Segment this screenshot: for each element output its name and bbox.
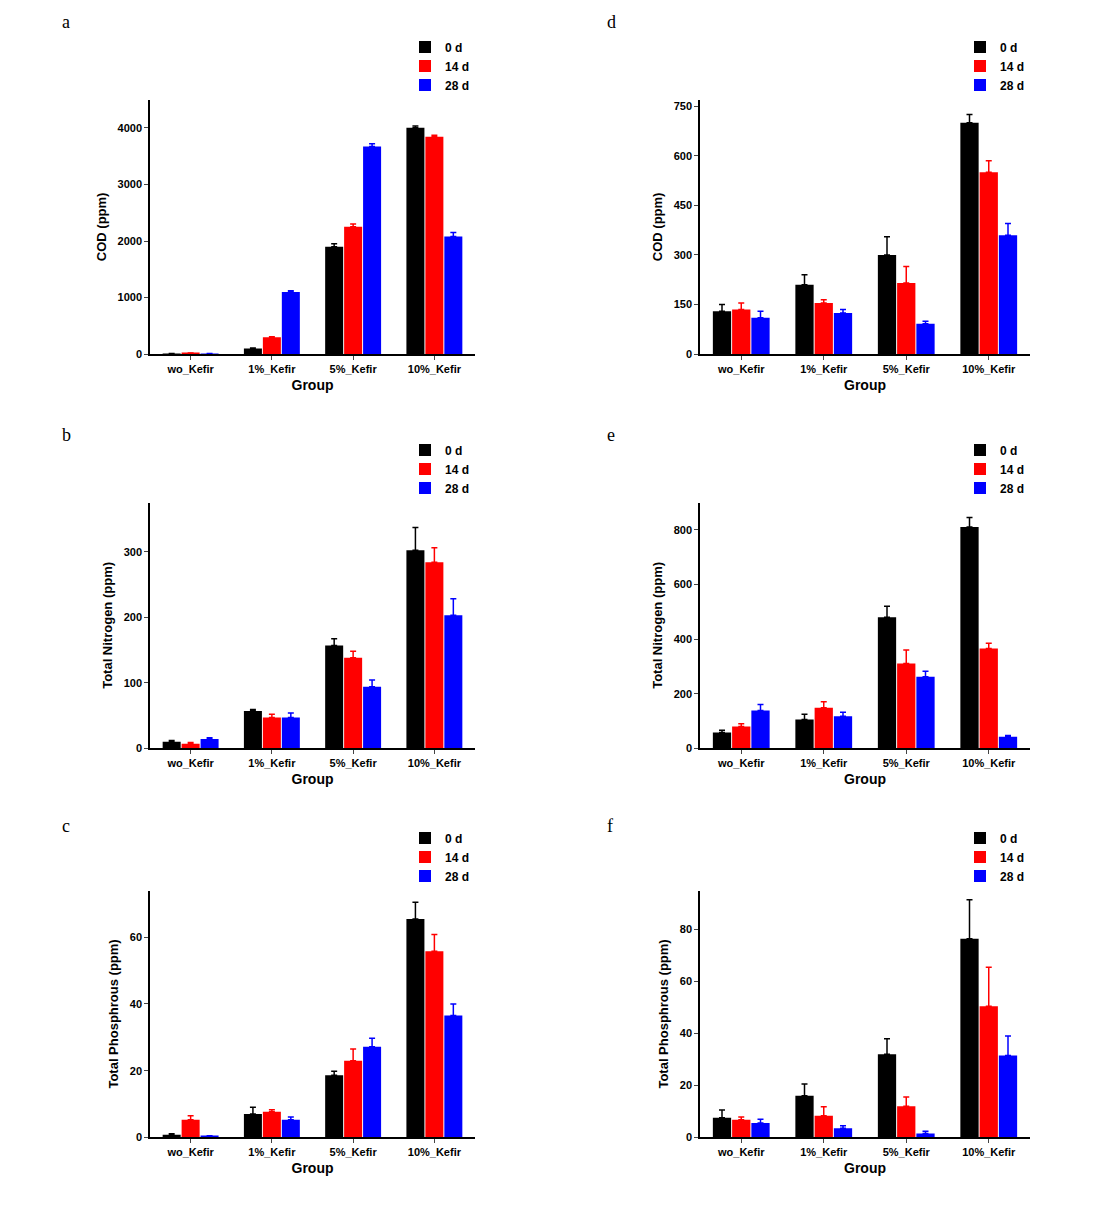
svg-text:0: 0 (136, 1131, 142, 1143)
svg-text:5%_Kefir: 5%_Kefir (330, 363, 378, 375)
svg-text:5%_Kefir: 5%_Kefir (883, 757, 931, 769)
svg-text:5%_Kefir: 5%_Kefir (330, 757, 378, 769)
svg-text:28 d: 28 d (445, 79, 469, 93)
svg-text:e: e (607, 425, 615, 445)
svg-text:20: 20 (130, 1064, 142, 1076)
svg-text:20: 20 (680, 1079, 692, 1091)
svg-text:0 d: 0 d (445, 41, 462, 55)
svg-text:200: 200 (124, 611, 142, 623)
svg-text:0: 0 (686, 742, 692, 754)
svg-text:Group: Group (292, 771, 334, 787)
svg-text:5%_Kefir: 5%_Kefir (883, 363, 931, 375)
svg-text:5%_Kefir: 5%_Kefir (330, 1146, 378, 1158)
svg-text:14 d: 14 d (445, 463, 469, 477)
svg-text:14 d: 14 d (445, 851, 469, 865)
svg-text:0 d: 0 d (1000, 444, 1017, 458)
svg-text:0 d: 0 d (445, 832, 462, 846)
svg-text:0: 0 (136, 348, 142, 360)
svg-text:1%_Kefir: 1%_Kefir (248, 757, 296, 769)
svg-text:1%_Kefir: 1%_Kefir (248, 363, 296, 375)
svg-text:10%_Kefir: 10%_Kefir (408, 1146, 462, 1158)
svg-text:600: 600 (674, 578, 692, 590)
svg-text:28 d: 28 d (1000, 79, 1024, 93)
svg-text:100: 100 (124, 677, 142, 689)
svg-text:wo_Kefir: wo_Kefir (717, 757, 765, 769)
svg-text:28 d: 28 d (1000, 870, 1024, 884)
svg-text:40: 40 (680, 1027, 692, 1039)
svg-text:10%_Kefir: 10%_Kefir (962, 757, 1016, 769)
svg-text:COD (ppm): COD (ppm) (650, 193, 665, 262)
svg-text:750: 750 (674, 100, 692, 112)
svg-text:10%_Kefir: 10%_Kefir (962, 1146, 1016, 1158)
svg-text:150: 150 (674, 298, 692, 310)
svg-text:Total Nitrogen (ppm): Total Nitrogen (ppm) (650, 562, 665, 689)
svg-text:400: 400 (674, 633, 692, 645)
svg-text:600: 600 (674, 150, 692, 162)
svg-text:Group: Group (292, 1160, 334, 1176)
svg-text:5%_Kefir: 5%_Kefir (883, 1146, 931, 1158)
svg-text:d: d (607, 12, 616, 32)
svg-text:Group: Group (844, 771, 886, 787)
svg-text:1000: 1000 (118, 291, 142, 303)
svg-text:Group: Group (844, 377, 886, 393)
svg-text:10%_Kefir: 10%_Kefir (408, 757, 462, 769)
svg-text:f: f (607, 816, 613, 836)
svg-text:wo_Kefir: wo_Kefir (166, 1146, 214, 1158)
svg-text:c: c (62, 816, 70, 836)
svg-text:wo_Kefir: wo_Kefir (166, 757, 214, 769)
svg-text:28 d: 28 d (445, 870, 469, 884)
svg-text:28 d: 28 d (1000, 482, 1024, 496)
svg-text:3000: 3000 (118, 178, 142, 190)
svg-text:0 d: 0 d (1000, 832, 1017, 846)
svg-text:b: b (62, 425, 71, 445)
svg-text:wo_Kefir: wo_Kefir (166, 363, 214, 375)
svg-text:10%_Kefir: 10%_Kefir (962, 363, 1016, 375)
svg-text:1%_Kefir: 1%_Kefir (800, 757, 848, 769)
svg-text:a: a (62, 12, 70, 32)
svg-text:80: 80 (680, 923, 692, 935)
svg-text:28 d: 28 d (445, 482, 469, 496)
svg-text:4000: 4000 (118, 122, 142, 134)
svg-text:0: 0 (686, 348, 692, 360)
svg-text:0: 0 (686, 1131, 692, 1143)
svg-text:14 d: 14 d (1000, 60, 1024, 74)
svg-text:14 d: 14 d (445, 60, 469, 74)
svg-text:200: 200 (674, 688, 692, 700)
svg-text:0 d: 0 d (445, 444, 462, 458)
svg-text:0: 0 (136, 742, 142, 754)
svg-text:wo_Kefir: wo_Kefir (717, 1146, 765, 1158)
svg-text:COD (ppm): COD (ppm) (94, 193, 109, 262)
svg-text:0 d: 0 d (1000, 41, 1017, 55)
svg-text:60: 60 (680, 975, 692, 987)
svg-text:300: 300 (124, 546, 142, 558)
svg-text:1%_Kefir: 1%_Kefir (248, 1146, 296, 1158)
svg-text:Total Phosphrous (ppm): Total Phosphrous (ppm) (656, 939, 671, 1088)
svg-text:40: 40 (130, 998, 142, 1010)
svg-text:1%_Kefir: 1%_Kefir (800, 363, 848, 375)
svg-text:450: 450 (674, 199, 692, 211)
svg-text:2000: 2000 (118, 235, 142, 247)
svg-text:300: 300 (674, 249, 692, 261)
svg-text:Group: Group (844, 1160, 886, 1176)
svg-text:1%_Kefir: 1%_Kefir (800, 1146, 848, 1158)
svg-text:Group: Group (292, 377, 334, 393)
svg-text:wo_Kefir: wo_Kefir (717, 363, 765, 375)
svg-text:10%_Kefir: 10%_Kefir (408, 363, 462, 375)
svg-text:60: 60 (130, 931, 142, 943)
svg-text:14 d: 14 d (1000, 463, 1024, 477)
svg-text:Total Nitrogen (ppm): Total Nitrogen (ppm) (100, 562, 115, 689)
svg-text:14 d: 14 d (1000, 851, 1024, 865)
svg-text:Total Phosphrous (ppm): Total Phosphrous (ppm) (106, 939, 121, 1088)
svg-text:800: 800 (674, 524, 692, 536)
